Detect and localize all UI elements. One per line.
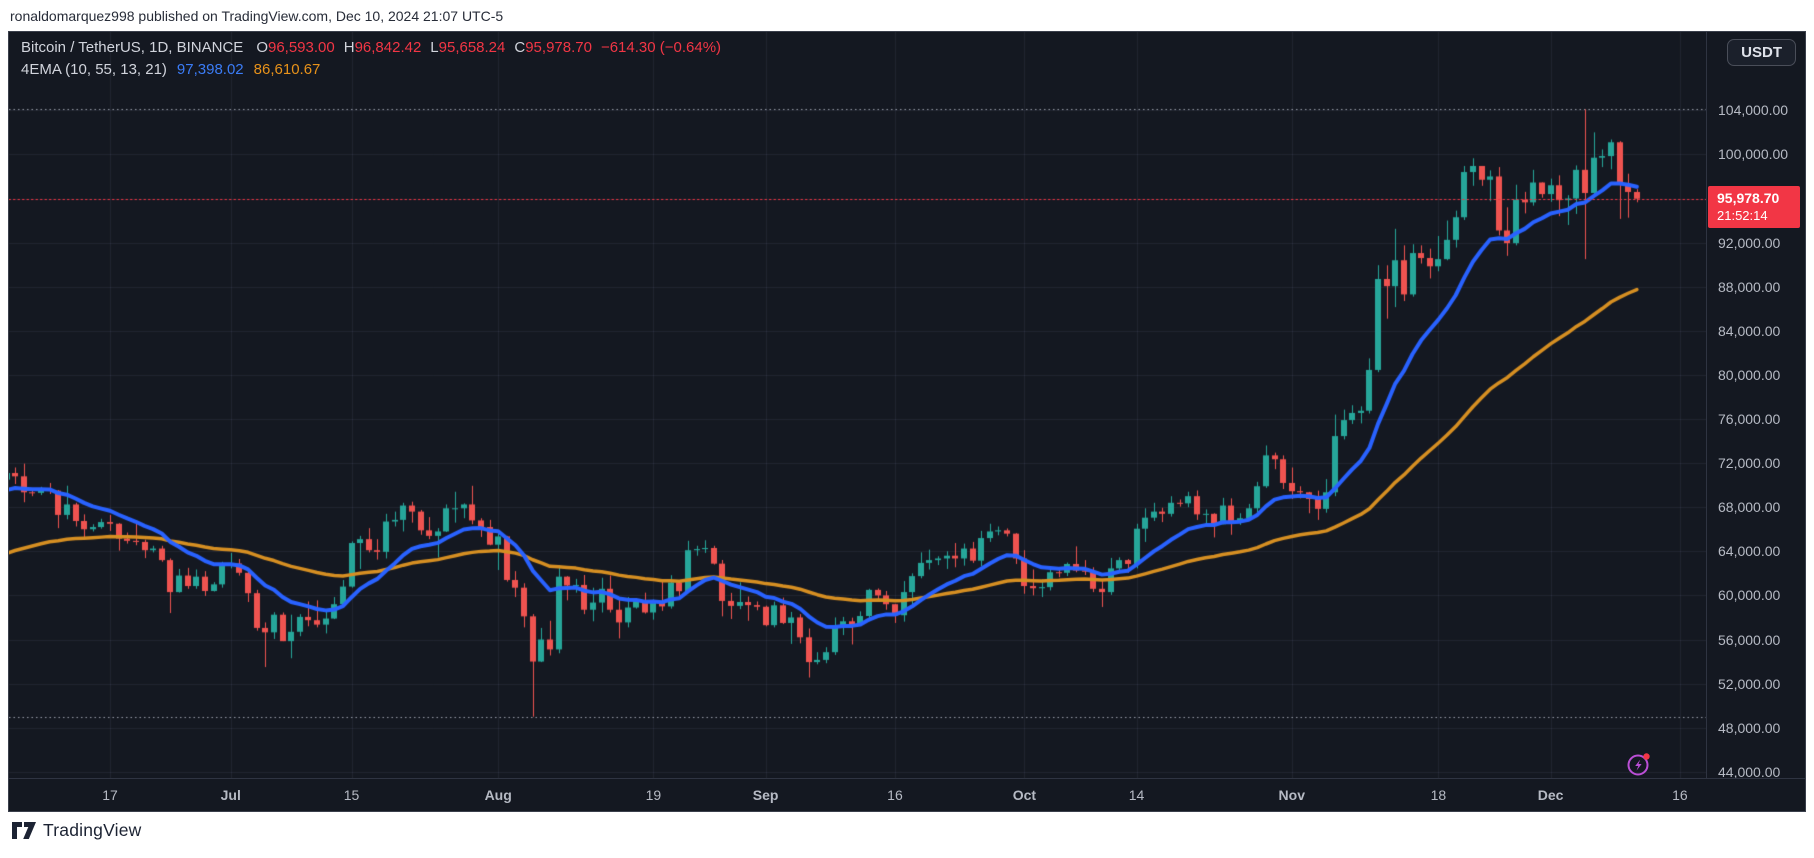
time-axis-label: Aug xyxy=(484,787,512,803)
price-axis-label: 56,000.00 xyxy=(1718,631,1781,648)
tradingview-logo-text: TradingView xyxy=(43,820,142,840)
time-axis-label: 14 xyxy=(1128,787,1145,803)
price-axis-label: 60,000.00 xyxy=(1718,587,1781,604)
price-axis-label: 92,000.00 xyxy=(1718,234,1781,251)
indicator-legend: 4EMA (10, 55, 13, 21) 97,398.02 86,610.6… xyxy=(21,61,320,78)
price-axis-label: 104,000.00 xyxy=(1718,102,1789,119)
time-axis-label: Sep xyxy=(752,787,779,803)
time-axis-label: 18 xyxy=(1430,787,1447,803)
price-axis-label: 100,000.00 xyxy=(1718,146,1789,163)
price-axis-label: 84,000.00 xyxy=(1718,322,1781,339)
price-axis-label: 68,000.00 xyxy=(1718,499,1781,516)
price-axis-label: 76,000.00 xyxy=(1718,411,1781,427)
time-axis-label: 19 xyxy=(645,787,662,803)
price-axis[interactable]: 104,000.00100,000.0096,000.0092,000.0088… xyxy=(1706,32,1805,780)
currency-toggle-button[interactable]: USDT xyxy=(1727,39,1796,66)
ohlc-open: O96,593.00 xyxy=(256,39,335,56)
time-axis-label: Jul xyxy=(220,787,241,803)
time-axis-label: Oct xyxy=(1012,787,1037,803)
ema-slow-value: 86,610.67 xyxy=(253,61,321,78)
candlestick-plot-canvas[interactable] xyxy=(9,32,1706,778)
indicator-name: 4EMA (10, 55, 13, 21) xyxy=(21,61,167,78)
symbol-title: Bitcoin / TetherUS, 1D, BINANCE xyxy=(21,39,244,56)
last-price-badge: 95,978.70 21:52:14 xyxy=(1708,186,1800,228)
time-axis-label: 16 xyxy=(1672,787,1688,803)
ohlc-low: L95,658.24 xyxy=(430,39,506,56)
price-axis-label: 48,000.00 xyxy=(1718,719,1781,736)
change-readout: −614.30 (−0.64%) xyxy=(600,39,722,56)
price-axis-label: 80,000.00 xyxy=(1718,366,1781,383)
tradingview-logo[interactable]: TradingView xyxy=(12,820,142,841)
chart-legend: Bitcoin / TetherUS, 1D, BINANCE O96,593.… xyxy=(21,39,721,56)
flash-lightning-icon[interactable] xyxy=(1626,751,1652,777)
time-axis-label: Dec xyxy=(1537,787,1564,803)
price-axis-label: 72,000.00 xyxy=(1718,455,1781,472)
price-axis-label: 52,000.00 xyxy=(1718,675,1781,692)
ohlc-high: H96,842.42 xyxy=(343,39,422,56)
price-axis-label: 88,000.00 xyxy=(1718,278,1781,295)
last-price-value: 95,978.70 xyxy=(1717,190,1780,206)
ohlc-readout: O96,593.00 H96,842.42 L95,658.24 C95,978… xyxy=(256,39,721,56)
time-axis-label: 16 xyxy=(887,787,903,803)
attribution-text: ronaldomarquez998 published on TradingVi… xyxy=(10,8,504,24)
ema-fast-value: 97,398.02 xyxy=(176,61,244,78)
candle-countdown: 21:52:14 xyxy=(1717,208,1768,223)
chart-panel: Bitcoin / TetherUS, 1D, BINANCE O96,593.… xyxy=(8,31,1806,812)
time-axis-label: Nov xyxy=(1278,787,1305,803)
time-axis[interactable]: 17 Jul 15 Aug 19 Sep 16 Oct 14 Nov 18 Dec 16 xyxy=(9,778,1805,811)
price-axis-label: 64,000.00 xyxy=(1718,543,1781,560)
time-axis-label: 15 xyxy=(343,787,360,803)
price-axis-label: 44,000.00 xyxy=(1718,763,1781,780)
plot-area[interactable] xyxy=(9,32,1706,778)
time-axis-label: 17 xyxy=(102,787,118,803)
tradingview-logo-mark xyxy=(12,822,36,839)
ohlc-close: C95,978.70 xyxy=(514,39,592,56)
